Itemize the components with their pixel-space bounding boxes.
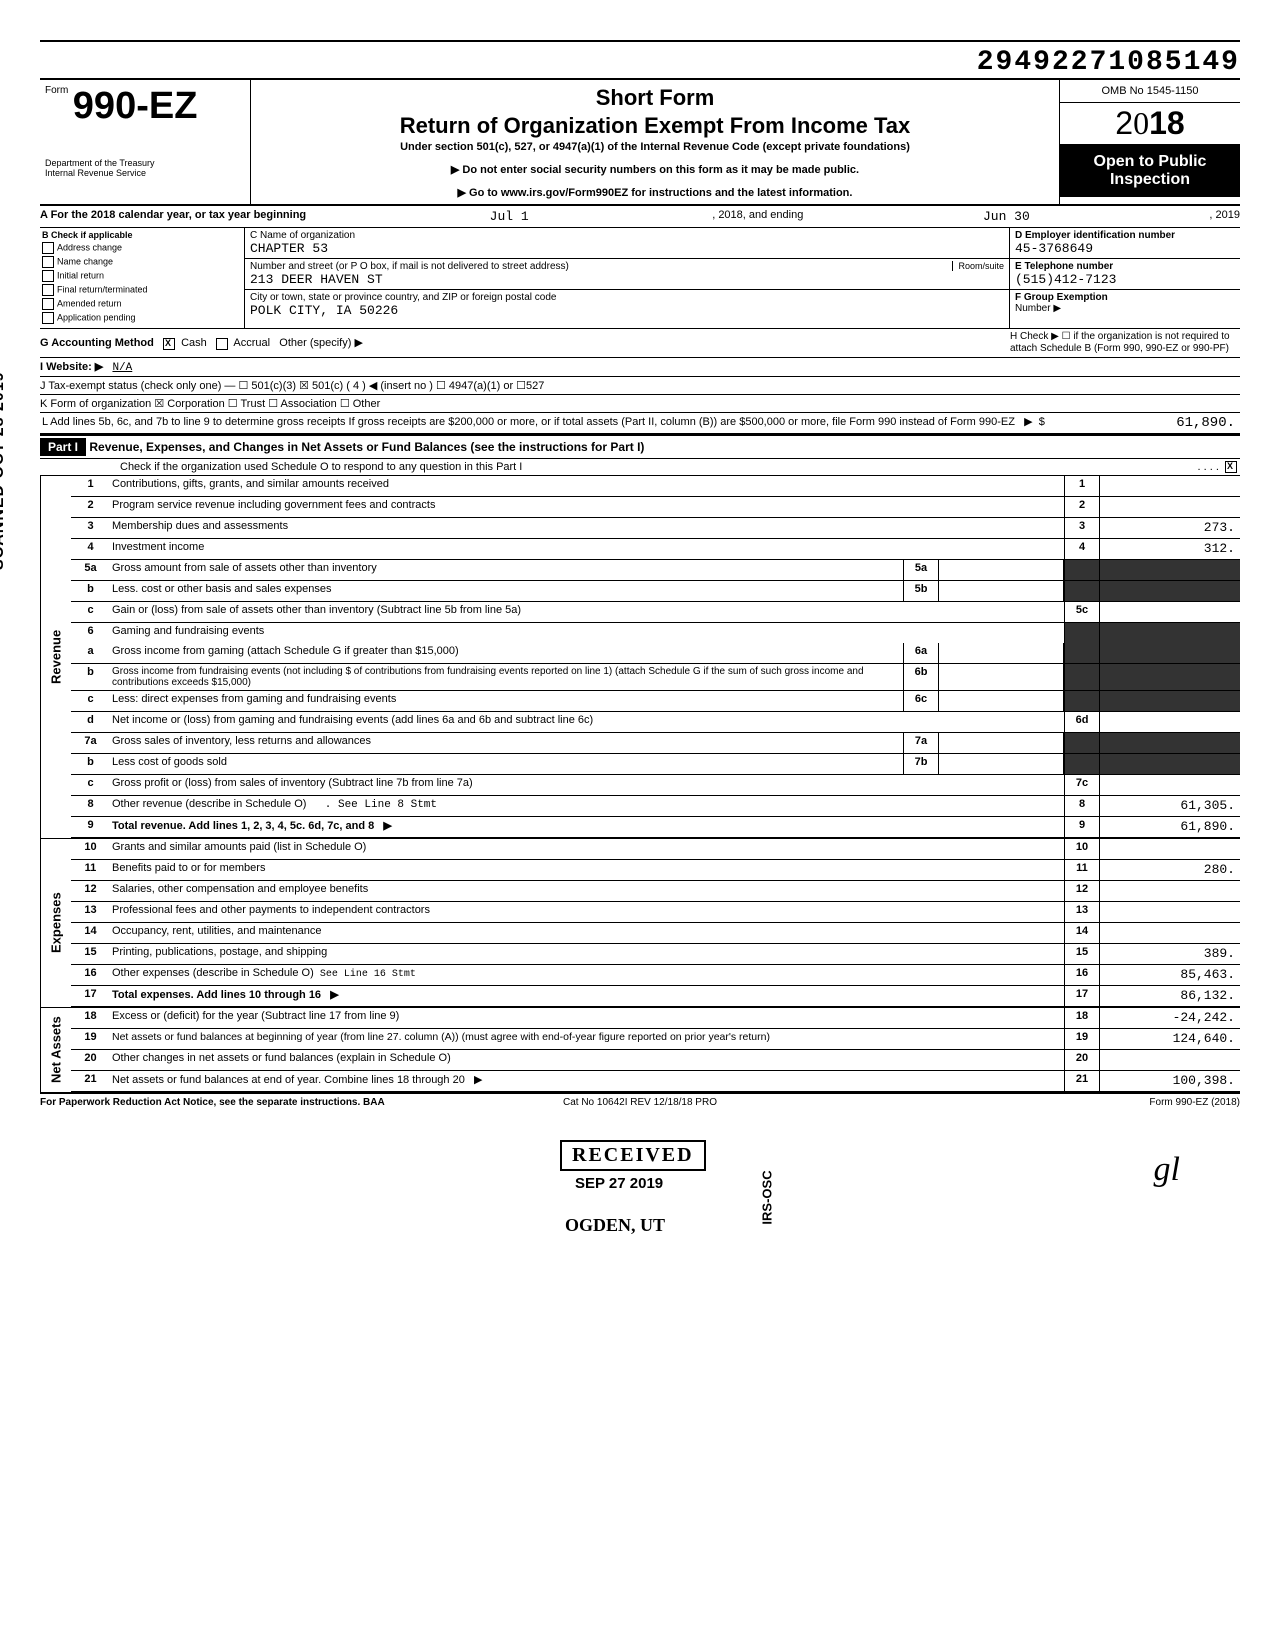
subtitle: Under section 501(c), 527, or 4947(a)(1)… xyxy=(261,141,1049,153)
expenses-label: Expenses xyxy=(40,839,71,1007)
sched-o-check-text: Check if the organization used Schedule … xyxy=(120,461,1197,473)
line-h: H Check ▶ ☐ if the organization is not r… xyxy=(1010,331,1240,355)
form-number: 990-EZ xyxy=(73,85,198,128)
omb-number: OMB No 1545-1150 xyxy=(1060,80,1240,103)
chk-initial[interactable] xyxy=(42,270,54,282)
line-l: L Add lines 5b, 6c, and 7b to line 9 to … xyxy=(42,416,1015,428)
chk-accrual[interactable] xyxy=(216,338,228,350)
chk-amended[interactable] xyxy=(42,298,54,310)
tax-year: 2018 xyxy=(1060,103,1240,145)
short-form-label: Short Form xyxy=(261,85,1049,111)
chk-cash[interactable] xyxy=(163,338,175,350)
tax-year-end-month: Jun 30 xyxy=(803,209,1209,224)
scanned-stamp: SCANNED OCT 28 2019 xyxy=(0,371,8,570)
website: N/A xyxy=(112,362,132,374)
instruct-2: ▶ Go to www.irs.gov/Form990EZ for instru… xyxy=(261,186,1049,199)
line-i-label: I Website: ▶ xyxy=(40,361,103,373)
received-stamp: RECEIVED xyxy=(560,1140,706,1171)
department: Department of the Treasury Internal Reve… xyxy=(45,158,245,178)
tax-year-end-year: , 2019 xyxy=(1209,209,1240,224)
ein: 45-3768649 xyxy=(1015,241,1235,256)
footer-right: Form 990-EZ (2018) xyxy=(840,1097,1240,1108)
footer-left: For Paperwork Reduction Act Notice, see … xyxy=(40,1097,440,1108)
ogden-stamp: OGDEN, UT xyxy=(565,1215,665,1236)
revenue-label: Revenue xyxy=(40,476,71,838)
open-public-badge: Open to Public Inspection xyxy=(1060,145,1240,197)
footer-mid: Cat No 10642I REV 12/18/18 PRO xyxy=(440,1097,840,1108)
chk-pending[interactable] xyxy=(42,312,54,324)
part-1-title: Revenue, Expenses, and Changes in Net As… xyxy=(89,440,644,454)
line-k: K Form of organization ☒ Corporation ☐ T… xyxy=(40,397,1240,410)
city-value: POLK CITY, IA 50226 xyxy=(250,303,1004,318)
chk-name[interactable] xyxy=(42,256,54,268)
chk-final[interactable] xyxy=(42,284,54,296)
line-j: J Tax-exempt status (check only one) — ☐… xyxy=(40,379,1010,392)
form-prefix: Form xyxy=(45,85,68,96)
room-suite-label: Room/suite xyxy=(952,261,1004,271)
part-1-header: Part I xyxy=(40,438,86,456)
gross-receipts-amount: 61,890. xyxy=(1070,413,1240,433)
box-f-label: F Group Exemption xyxy=(1015,292,1235,303)
line-a-label: A For the 2018 calendar year, or tax yea… xyxy=(40,209,306,224)
box-c-label: C Name of organization xyxy=(250,230,355,241)
main-title: Return of Organization Exempt From Incom… xyxy=(261,113,1049,139)
line-a-mid: , 2018, and ending xyxy=(712,209,803,224)
netassets-label: Net Assets xyxy=(40,1008,71,1092)
received-date: SEP 27 2019 xyxy=(575,1175,663,1192)
sched-o-checkbox[interactable] xyxy=(1225,461,1237,473)
city-label: City or town, state or province country,… xyxy=(250,292,556,303)
tax-year-begin: Jul 1 xyxy=(306,209,712,224)
phone: (515)412-7123 xyxy=(1015,272,1235,287)
box-b-header: B Check if applicable xyxy=(42,230,242,240)
org-name: CHAPTER 53 xyxy=(250,241,1004,256)
box-d-label: D Employer identification number xyxy=(1015,230,1235,241)
document-number: 29492271085149 xyxy=(40,47,1240,78)
line-g-label: G Accounting Method xyxy=(40,337,154,349)
irs-osc-stamp: IRS-OSC xyxy=(760,1170,775,1224)
street-address: 213 DEER HAVEN ST xyxy=(250,272,1004,287)
chk-address[interactable] xyxy=(42,242,54,254)
street-label: Number and street (or P O box, if mail i… xyxy=(250,261,569,272)
box-f-label2: Number ▶ xyxy=(1015,303,1235,314)
box-e-label: E Telephone number xyxy=(1015,261,1235,272)
instruct-1: ▶ Do not enter social security numbers o… xyxy=(261,163,1049,176)
